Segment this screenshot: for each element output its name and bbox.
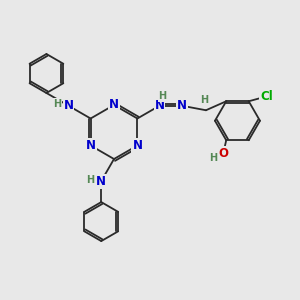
Text: H: H xyxy=(210,153,218,163)
Text: N: N xyxy=(96,175,106,188)
Text: N: N xyxy=(177,99,187,112)
Text: H: H xyxy=(158,91,166,101)
Text: N: N xyxy=(109,98,119,112)
Text: O: O xyxy=(218,147,228,160)
Text: N: N xyxy=(154,99,164,112)
Text: Cl: Cl xyxy=(260,90,273,103)
Text: N: N xyxy=(132,139,142,152)
Text: N: N xyxy=(64,99,74,112)
Text: H: H xyxy=(200,95,208,105)
Text: N: N xyxy=(85,139,96,152)
Text: H: H xyxy=(53,99,61,109)
Text: H: H xyxy=(86,175,94,184)
